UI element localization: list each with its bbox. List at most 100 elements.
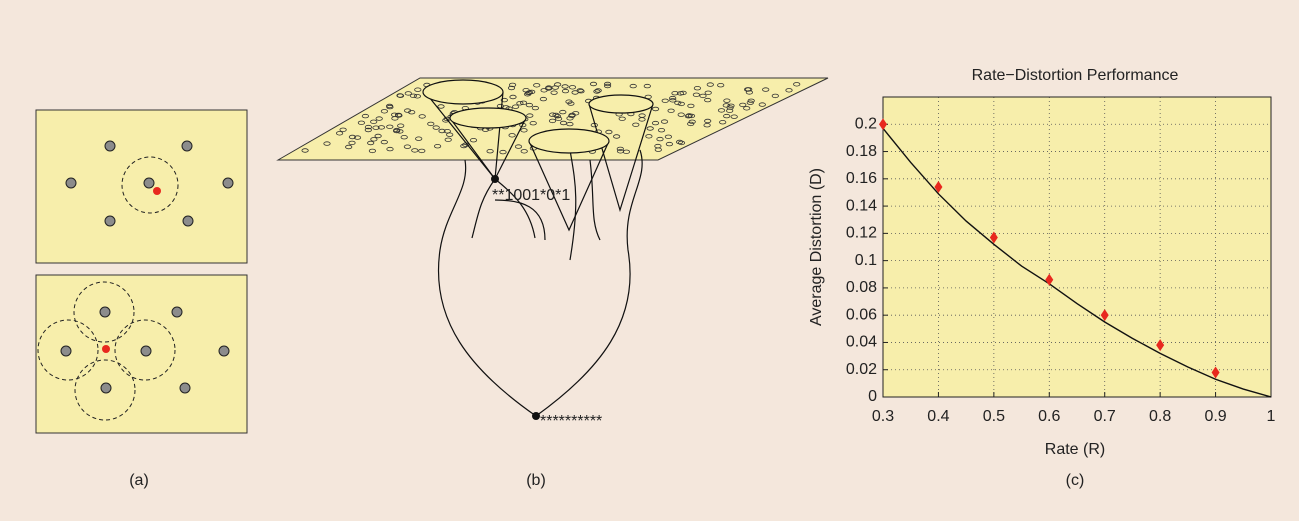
- point: [550, 90, 558, 95]
- caption: (a): [129, 472, 149, 489]
- point: [486, 148, 494, 154]
- y-tick-label: 0.16: [846, 170, 877, 187]
- point: [746, 100, 754, 105]
- y-tick-label: 0.02: [846, 361, 877, 378]
- marker: [1211, 366, 1220, 379]
- point: [335, 131, 344, 136]
- point: [375, 116, 383, 121]
- point: [727, 103, 735, 108]
- node-label: **1001*0*1: [492, 187, 570, 204]
- point: [386, 104, 394, 110]
- point: [364, 124, 372, 130]
- query-point: [153, 187, 161, 195]
- node: [532, 412, 540, 420]
- point: [400, 134, 408, 140]
- point: [432, 125, 440, 130]
- point: [793, 82, 801, 87]
- point: [747, 98, 755, 103]
- point: [380, 109, 388, 114]
- point: [511, 104, 520, 109]
- point: [520, 149, 528, 154]
- tree: [422, 79, 654, 417]
- marker: [879, 118, 887, 131]
- point: [140, 345, 152, 357]
- point: [693, 85, 702, 91]
- caption: (b): [526, 472, 546, 489]
- point: [669, 98, 677, 103]
- point: [99, 306, 111, 318]
- point: [353, 135, 362, 140]
- point: [568, 85, 577, 90]
- point: [496, 103, 504, 109]
- point: [638, 117, 646, 122]
- point: [745, 87, 753, 92]
- radius: [114, 319, 176, 381]
- point: [745, 90, 754, 95]
- radius: [37, 319, 99, 381]
- x-tick-label: 0.5: [983, 408, 1005, 425]
- point: [181, 140, 193, 152]
- point: [507, 85, 516, 91]
- point: [785, 88, 793, 93]
- marker: [989, 231, 998, 244]
- point: [594, 88, 602, 93]
- marker: [1100, 309, 1109, 322]
- point: [622, 149, 631, 154]
- point: [361, 113, 369, 119]
- point: [723, 113, 731, 119]
- point: [531, 105, 540, 111]
- x-tick-label: 0.7: [1094, 408, 1116, 425]
- point: [771, 93, 779, 99]
- x-tick-label: 0.9: [1204, 408, 1226, 425]
- point: [533, 83, 541, 88]
- point: [612, 134, 621, 139]
- point: [743, 106, 751, 111]
- panel-c: Rate−Distortion Performance Rate (R) Ave…: [808, 67, 1275, 489]
- point: [104, 140, 116, 152]
- point: [566, 121, 574, 127]
- point: [568, 112, 576, 118]
- point: [520, 128, 528, 133]
- query-point: [102, 345, 110, 353]
- point: [182, 215, 194, 227]
- point: [409, 93, 417, 98]
- cone-top: [588, 94, 654, 114]
- point: [222, 177, 234, 189]
- marker: [1156, 339, 1165, 352]
- point: [723, 98, 731, 103]
- point: [348, 140, 356, 146]
- curve: [882, 127, 1272, 398]
- point: [516, 101, 524, 106]
- branch: [535, 149, 643, 417]
- y-tick-label: 0.04: [846, 334, 877, 351]
- point: [386, 146, 394, 152]
- point: [218, 345, 230, 357]
- point: [403, 108, 412, 113]
- point: [499, 149, 507, 155]
- point: [576, 88, 584, 93]
- point: [171, 306, 183, 318]
- point: [677, 112, 685, 117]
- point: [438, 128, 446, 134]
- point: [368, 148, 376, 154]
- point: [345, 144, 353, 150]
- point: [418, 148, 426, 154]
- point: [397, 123, 405, 128]
- point: [665, 141, 674, 147]
- point: [717, 82, 725, 88]
- chart-title: Rate−Distortion Performance: [972, 67, 1179, 84]
- radius: [121, 156, 179, 214]
- point: [559, 109, 567, 115]
- point: [394, 112, 403, 118]
- point: [323, 141, 331, 146]
- point: [339, 127, 347, 132]
- axes-frame: [882, 96, 1272, 398]
- point: [367, 140, 375, 146]
- x-axis-label: Rate (R): [1045, 441, 1105, 458]
- point: [357, 120, 365, 125]
- point: [509, 94, 517, 100]
- point: [561, 88, 570, 94]
- y-tick-label: 0.14: [846, 197, 877, 214]
- point: [722, 103, 730, 108]
